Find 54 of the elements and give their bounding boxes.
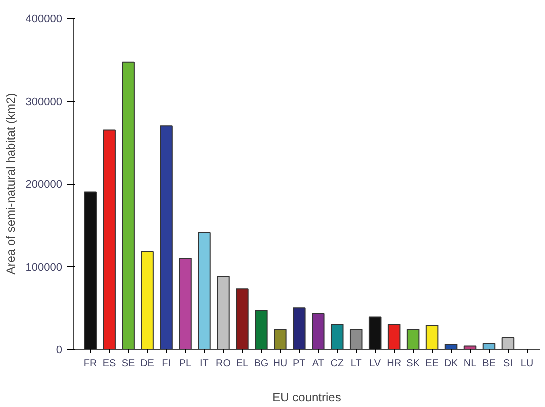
bar <box>198 232 211 350</box>
x-tick-label: HR <box>387 358 402 370</box>
x-tick-label: SI <box>504 358 513 370</box>
bar <box>426 325 439 350</box>
x-tick-label: ES <box>102 358 117 370</box>
bar <box>217 276 230 350</box>
x-tick-label: EL <box>236 358 250 370</box>
x-tick-label: FR <box>84 358 98 370</box>
x-tick-label: EE <box>426 358 440 370</box>
y-tick-label: 200000 <box>26 179 63 191</box>
x-tick-label: DK <box>444 358 459 370</box>
y-tick-label: 400000 <box>26 14 63 26</box>
bar <box>388 324 401 350</box>
bar <box>84 192 97 350</box>
x-tick-label: LT <box>350 358 362 370</box>
bar <box>179 258 192 350</box>
bar <box>160 126 173 350</box>
x-tick-label: FI <box>162 358 171 370</box>
x-tick-label: SK <box>406 358 420 370</box>
bar <box>482 343 496 350</box>
bar <box>502 337 515 350</box>
bar <box>330 324 344 350</box>
x-tick-label: SE <box>122 358 136 370</box>
x-tick-label: BG <box>254 358 269 370</box>
x-tick-label: BE <box>482 358 496 370</box>
bar <box>103 130 116 350</box>
x-tick-label: LV <box>370 358 382 370</box>
bar <box>406 329 420 350</box>
x-tick-label: AT <box>312 358 324 370</box>
bar <box>293 308 306 350</box>
y-axis-title: Area of semi-natural habitat (km2) <box>4 93 18 275</box>
bar <box>368 316 382 350</box>
bar <box>464 346 477 350</box>
x-tick-label: RO <box>216 358 232 370</box>
y-tick-label: 0 <box>56 344 63 356</box>
y-tick-label: 300000 <box>26 96 63 108</box>
x-tick-label: NL <box>464 358 478 370</box>
bar <box>444 344 458 350</box>
bar <box>141 251 154 350</box>
bar <box>236 288 249 350</box>
bar <box>274 329 287 350</box>
bar <box>122 62 135 350</box>
x-tick-label: IT <box>200 358 209 370</box>
x-axis-title: EU countries <box>272 390 342 404</box>
bar <box>255 310 268 350</box>
bar <box>312 313 325 350</box>
x-tick-label: PT <box>293 358 306 370</box>
x-tick-label: HU <box>273 358 288 370</box>
bar <box>350 329 363 350</box>
y-tick-label: 100000 <box>26 262 63 274</box>
x-tick-label: PL <box>179 358 192 370</box>
x-tick-label: CZ <box>330 358 344 370</box>
x-tick-label: DE <box>140 358 155 370</box>
x-tick-label: LU <box>520 358 534 370</box>
